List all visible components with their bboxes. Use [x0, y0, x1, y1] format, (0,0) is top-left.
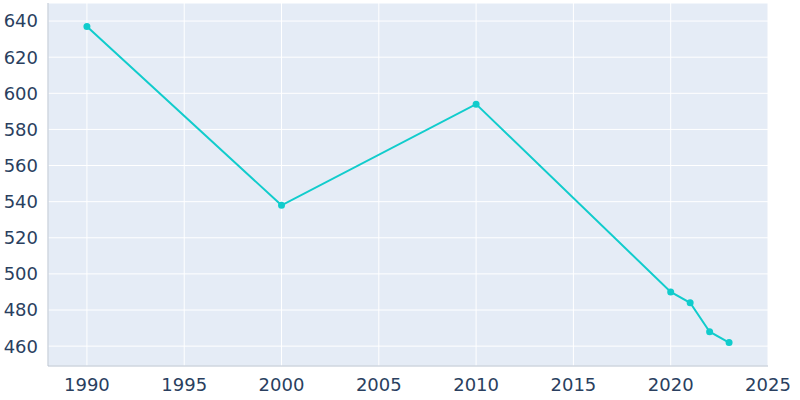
svg-text:2000: 2000 [259, 374, 305, 395]
svg-text:1995: 1995 [161, 374, 207, 395]
svg-text:2010: 2010 [453, 374, 499, 395]
svg-text:600: 600 [8, 83, 38, 104]
svg-text:580: 580 [8, 119, 38, 140]
svg-text:520: 520 [8, 227, 38, 248]
svg-text:460: 460 [8, 336, 38, 357]
svg-text:2005: 2005 [356, 374, 402, 395]
svg-text:2020: 2020 [648, 374, 694, 395]
svg-text:500: 500 [8, 263, 38, 284]
svg-text:1990: 1990 [64, 374, 110, 395]
svg-text:640: 640 [8, 10, 38, 31]
svg-text:480: 480 [8, 299, 38, 320]
svg-text:2015: 2015 [550, 374, 596, 395]
svg-text:560: 560 [8, 155, 38, 176]
svg-text:620: 620 [8, 47, 38, 68]
svg-text:2025: 2025 [745, 374, 791, 395]
svg-text:540: 540 [8, 191, 38, 212]
